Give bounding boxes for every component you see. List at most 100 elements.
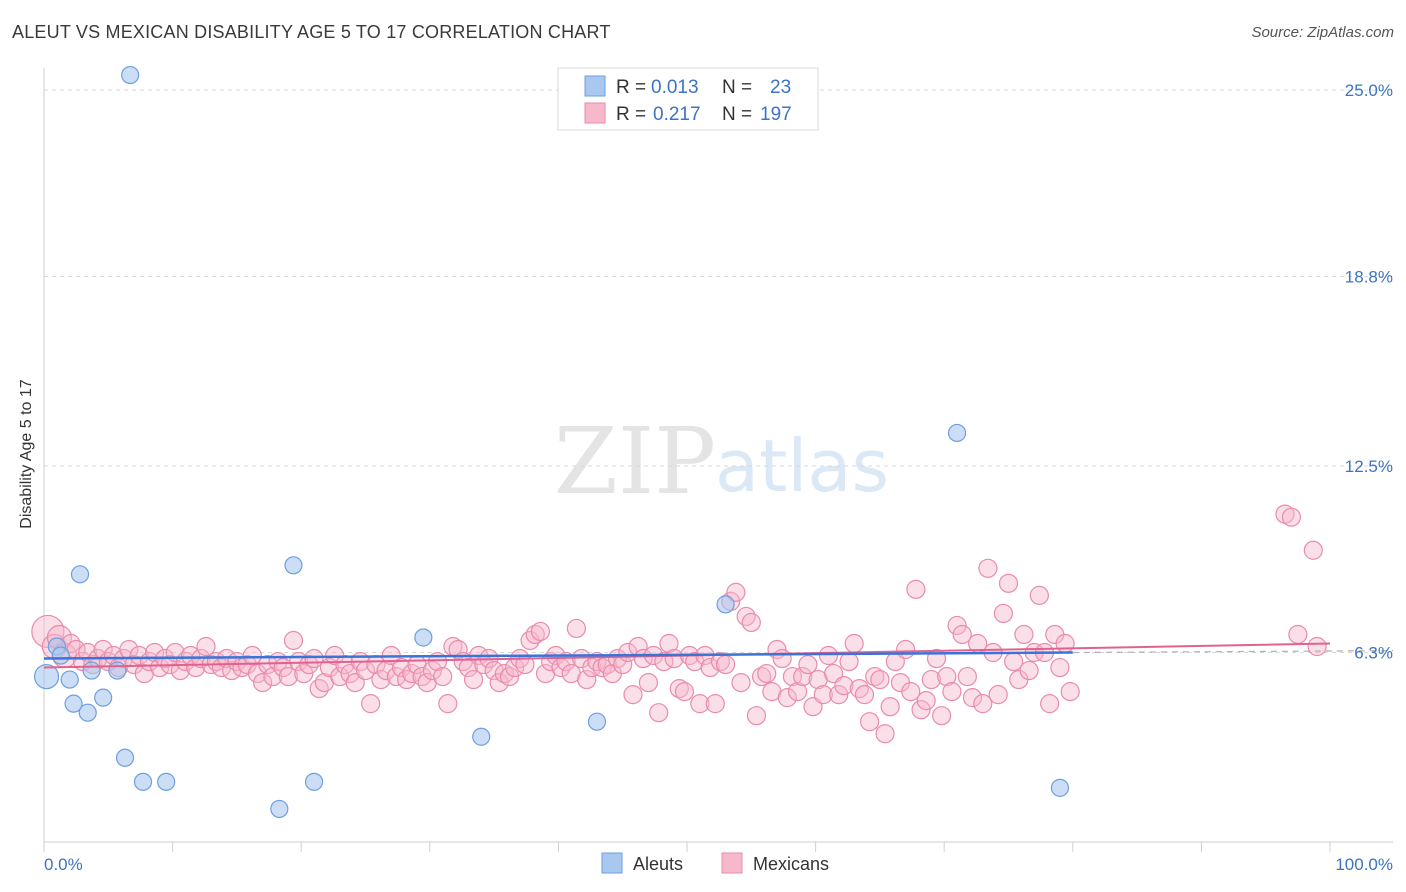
mexicans-point (309, 679, 329, 699)
stats-legend-r-label-aleuts: R = (616, 77, 646, 98)
mexicans-point (1060, 682, 1080, 702)
mexicans-point (371, 669, 391, 690)
mexicans-point (283, 630, 304, 651)
mexicans-point (741, 612, 761, 633)
x-tick-labels: 0.0% 100.0% (44, 855, 1393, 874)
aleuts-point (414, 628, 433, 647)
mexicans-point (669, 679, 689, 699)
mexicans-point (438, 694, 458, 714)
mexicans-point (566, 618, 587, 639)
stats-legend-n-label-mexicans: N = (722, 104, 752, 125)
stats-legend-swatch-aleuts (584, 75, 606, 97)
watermark: ZIP atlas (554, 408, 889, 515)
aleuts-point (1050, 778, 1070, 797)
aleuts-point (947, 423, 967, 443)
aleuts-point (33, 663, 60, 690)
stats-legend-n-value-aleuts: 23 (770, 77, 791, 98)
mexicans-point (787, 682, 808, 702)
mexicans-point (782, 666, 803, 687)
mexicans-point (278, 666, 298, 687)
mexicans-point (731, 672, 751, 693)
watermark-zip: ZIP (554, 408, 716, 515)
axes (43, 68, 1393, 852)
x-tick-label-min: 0.0% (44, 855, 83, 874)
mexicans-point (978, 558, 998, 578)
mexicans-point (834, 675, 854, 696)
mexicans-point (433, 666, 453, 687)
chart-title: ALEUT VS MEXICAN DISABILITY AGE 5 TO 17 … (12, 22, 611, 42)
aleuts-point (51, 646, 70, 665)
mexicans-point (659, 633, 679, 654)
mexicans-point (715, 654, 736, 675)
mexicans-point (901, 682, 921, 702)
mexicans-point (463, 669, 484, 690)
mexicans-point (998, 573, 1019, 593)
y-tick-label: 25.0% (1345, 81, 1393, 100)
mexicans-point (299, 654, 319, 675)
mexicans-point (674, 682, 695, 702)
aleuts-point (304, 772, 324, 791)
stats-legend-n-label-aleuts: N = (722, 77, 752, 98)
stats-legend-n-value-mexicans: 197 (760, 104, 792, 125)
mexicans-point (751, 666, 772, 687)
mexicans-point (638, 672, 659, 693)
chart-source: Source: ZipAtlas.com (1251, 24, 1394, 41)
mexicans-point (494, 663, 514, 684)
y-tick-label: 12.5% (1345, 457, 1393, 476)
mexicans-point (860, 712, 880, 732)
mexicans-point (582, 657, 602, 678)
mexicans-point (705, 694, 725, 714)
mexicans-point (422, 660, 442, 681)
mexicans-point (736, 606, 756, 627)
mexicans-point (818, 645, 839, 666)
mexicans-point (798, 654, 818, 675)
mexicans-point (844, 633, 864, 654)
mexicans-point (664, 648, 684, 669)
series-legend-label-aleuts: Aleuts (633, 854, 683, 874)
mexicans-point (129, 645, 149, 666)
mexicans-point (592, 657, 612, 678)
mexicans-point (196, 636, 216, 657)
grid-lines (44, 89, 1393, 654)
mexicans-point (854, 685, 875, 705)
mexicans-point (690, 694, 710, 714)
mexicans-point (896, 639, 916, 660)
mexicans-point (1281, 507, 1302, 527)
mexicans-point (1303, 540, 1323, 560)
mexicans-point (772, 648, 792, 669)
mexicans-point (623, 685, 643, 705)
mexicans-point (391, 657, 412, 678)
mexicans-point (710, 651, 731, 672)
mexicans-point (937, 666, 957, 687)
mexicans-point (1029, 585, 1049, 605)
mexicans-point (921, 669, 941, 690)
mexicans-point (777, 688, 797, 708)
aleuts-point (121, 65, 140, 85)
mexicans-point (947, 615, 967, 636)
series-legend-swatch-mexicans (721, 852, 743, 874)
aleuts-point (82, 661, 101, 680)
mexicans-point (746, 706, 767, 726)
mexicans-point (993, 603, 1013, 624)
mexicans-point (499, 666, 520, 687)
mexicans-point (525, 624, 545, 645)
aleuts-point (60, 670, 79, 689)
mexicans-point (952, 624, 972, 645)
mexicans-point (397, 669, 417, 690)
aleuts-trend-extension (1072, 650, 1394, 654)
series-legend-label-mexicans: Mexicans (753, 854, 829, 874)
mexicans-point (839, 651, 859, 672)
stats-legend-swatch-mexicans (584, 102, 606, 124)
aleuts-point (133, 772, 153, 791)
mexicans-point (1307, 636, 1327, 657)
stats-legend: R = 0.013 N = 23 R = 0.217 N = 197 (557, 67, 819, 131)
aleuts-point (78, 703, 97, 722)
series-legend: Aleuts Mexicans (601, 852, 829, 874)
y-tick-labels: 6.3% 12.5% 18.8% 25.0% (1345, 81, 1393, 662)
y-tick-label: 6.3% (1354, 644, 1393, 663)
mexicans-point (932, 706, 952, 726)
aleuts-point (64, 694, 83, 713)
mexicans-points (31, 504, 1327, 744)
aleuts-point (270, 799, 289, 819)
